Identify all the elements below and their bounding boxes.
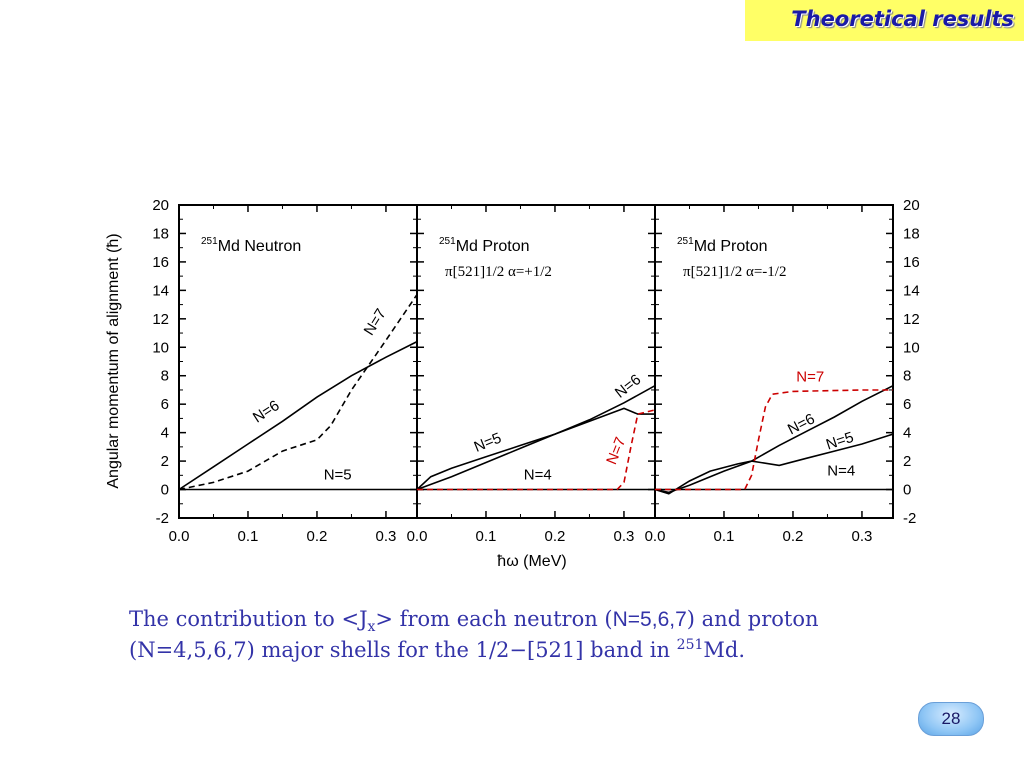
caption-subscript: x [367,619,376,636]
y-tick-label-left: 14 [152,282,169,299]
x-tick-label: 0.2 [307,528,328,545]
series-label: N=5 [324,467,352,484]
y-tick-label-left: 2 [161,453,169,470]
y-tick-label-right: -2 [903,510,916,527]
x-tick-label: 0.0 [645,528,666,545]
panel-subtitle: π[521]1/2 α=-1/2 [683,264,786,280]
y-tick-label-left: 16 [152,254,169,271]
caption-part-2: > from each neutron ( [375,607,613,631]
y-tick-label-right: 2 [903,453,911,470]
panel-subtitle: π[521]1/2 α=+1/2 [445,264,552,280]
y-tick-label-left: 6 [161,396,169,413]
y-tick-label-right: 16 [903,254,920,271]
x-tick-label: 0.1 [476,528,497,545]
series-label: N=5 [824,429,856,454]
series-label: N=7 [361,306,390,339]
caption-line-2-end: Md. [703,638,746,662]
panel-3: 0.0 0.1 0.2 0.3 251Md Proton π[521]1/2 α=-1/2… [645,204,894,545]
y-tick-label-right: 6 [903,396,911,413]
slide-caption: The contribution to <Jx> from each neutr… [129,604,979,665]
x-tick-label: 0.1 [714,528,735,545]
x-axis-title: ħω (MeV) [497,553,566,570]
series-line-N6 [178,340,418,491]
caption-superscript: 251 [676,637,704,653]
caption-part-1: The contribution to <J [129,607,368,631]
series-line-N6 [416,384,656,491]
panel-title: 251Md Proton [439,236,530,255]
x-tick-label: 0.1 [238,528,259,545]
y-axis-title: Angular momentum of alignment (ħ) [105,233,122,488]
series-line-N6 [654,384,894,494]
y-tick-label-left: 0 [161,482,169,499]
y-tick-label-left: 10 [152,339,169,356]
panel-2: 0.0 0.1 0.2 0.3 251Md Proton π[521]1/2 α=+1/2… [407,204,656,545]
y-tick-label-left: 8 [161,368,169,385]
y-tick-label-right: 8 [903,368,911,385]
panel-title: 251Md Proton [677,236,768,255]
x-tick-label: 0.2 [783,528,804,545]
alignment-chart: 0.0 0.1 0.2 0.3 251Md Neutron N=5 N=6 N=7 0.0 0.1… [105,197,920,570]
x-tick-label: 0.3 [852,528,873,545]
y-tick-label-left: 4 [161,425,169,442]
y-tick-label-right: 12 [903,311,920,328]
y-tick-label-left: 20 [152,197,169,214]
y-tick-label-left: -2 [156,510,169,527]
series-line-N7 [417,409,656,491]
x-tick-label: 0.0 [407,528,428,545]
page-number-badge: 28 [918,702,984,736]
panel-frame [654,204,894,519]
slide-title-box: Theoretical results [745,0,1024,41]
series-label: N=6 [250,397,283,426]
series-line-N7 [655,389,893,491]
series-label: N=7 [603,435,629,467]
series-label: N=7 [796,368,824,385]
caption-neutron-shells: N=5,6,7 [612,608,687,631]
caption-part-3: ) and proton [686,607,819,631]
x-tick-label: 0.0 [169,528,190,545]
y-tick-label-left: 12 [152,311,169,328]
x-tick-label: 0.2 [545,528,566,545]
y-tick-label-right: 18 [903,225,920,242]
x-tick-label: 0.3 [376,528,397,545]
page-number: 28 [941,709,961,728]
y-tick-label-right: 4 [903,425,911,442]
slide-title: Theoretical results [791,7,1014,31]
y-tick-label-right: 20 [903,197,920,214]
y-tick-label-right: 14 [903,282,920,299]
series-line-N5 [416,407,655,491]
panel-title: 251Md Neutron [201,236,301,255]
y-tick-label-right: 0 [903,482,911,499]
series-label: N=6 [612,371,644,402]
series-label: N=4 [524,467,552,484]
series-label: N=4 [827,462,855,479]
caption-line-2: (N=4,5,6,7) major shells for the 1/2−[52… [129,638,677,662]
y-tick-label-right: 10 [903,339,920,356]
x-tick-label: 0.3 [614,528,635,545]
panel-1: 0.0 0.1 0.2 0.3 251Md Neutron N=5 N=6 N=7 [169,204,418,545]
y-tick-label-left: 18 [152,225,169,242]
